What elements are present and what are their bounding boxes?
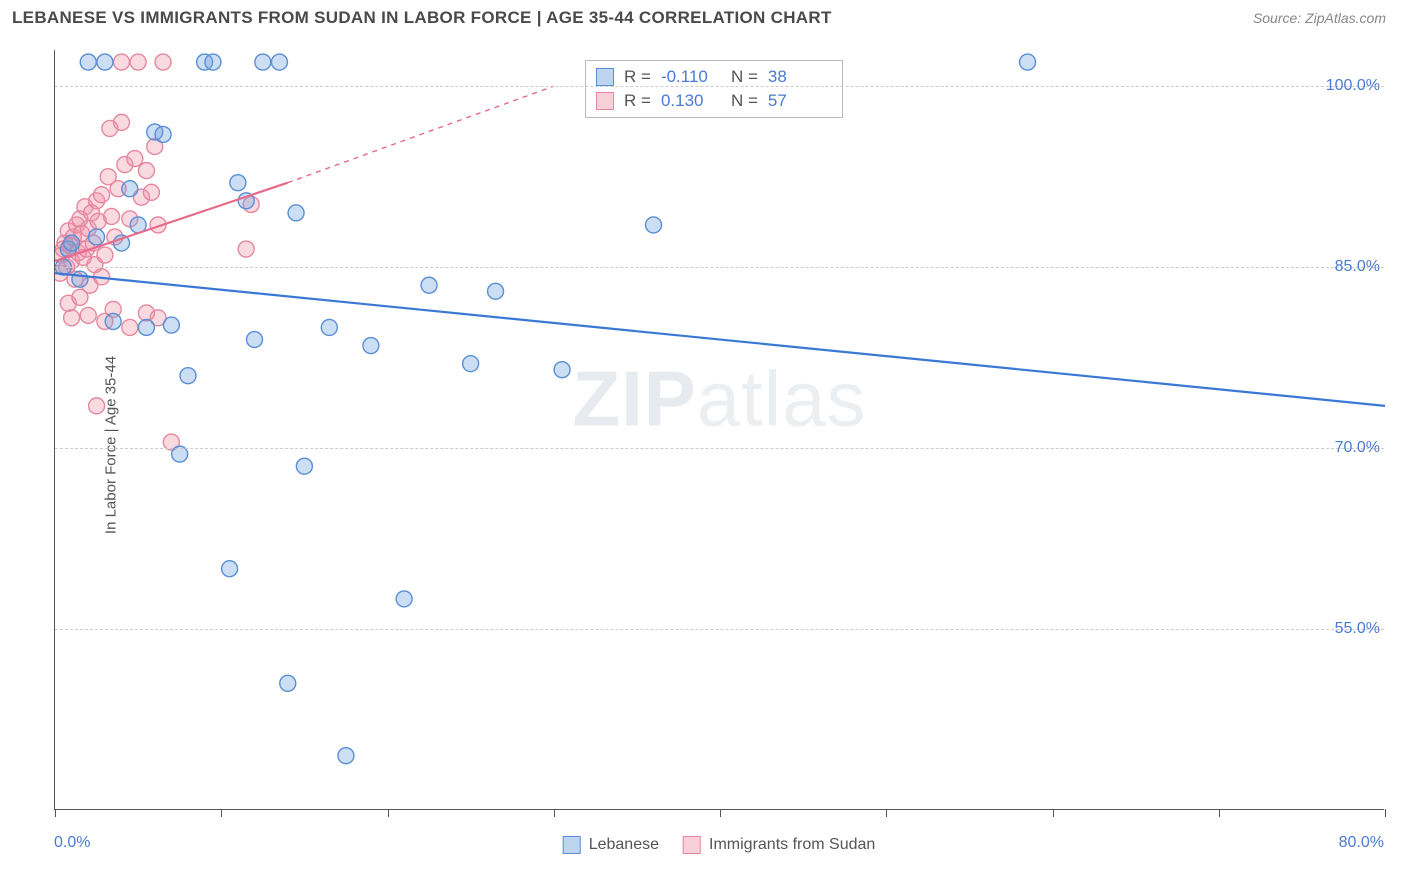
legend-item-a: Lebanese xyxy=(563,836,659,854)
legend-label-a: Lebanese xyxy=(589,836,659,854)
x-tick xyxy=(55,809,56,817)
stat-r-value-b: 0.130 xyxy=(661,91,721,111)
x-tick xyxy=(886,809,887,817)
x-min-label: 0.0% xyxy=(54,834,90,852)
y-tick-label: 70.0% xyxy=(1335,439,1380,457)
x-tick xyxy=(720,809,721,817)
chart-area: In Labor Force | Age 35-44 ZIPatlas R = … xyxy=(44,40,1394,850)
gridline-h xyxy=(55,267,1384,268)
stat-n-label-b: N = xyxy=(731,91,758,111)
x-tick xyxy=(221,809,222,817)
stat-r-label-a: R = xyxy=(624,67,651,87)
x-tick xyxy=(554,809,555,817)
x-tick xyxy=(1219,809,1220,817)
gridline-h xyxy=(55,86,1384,87)
legend-swatch-pink-icon xyxy=(683,836,701,854)
x-tick xyxy=(388,809,389,817)
legend-label-b: Immigrants from Sudan xyxy=(709,836,875,854)
x-tick xyxy=(1385,809,1386,817)
x-max-label: 80.0% xyxy=(1339,834,1384,852)
stat-r-label-b: R = xyxy=(624,91,651,111)
y-tick-label: 85.0% xyxy=(1335,258,1380,276)
chart-source: Source: ZipAtlas.com xyxy=(1253,10,1386,26)
swatch-pink-icon xyxy=(596,92,614,110)
stat-n-value-b: 57 xyxy=(768,91,828,111)
stat-n-label-a: N = xyxy=(731,67,758,87)
stats-box: R = -0.110 N = 38 R = 0.130 N = 57 xyxy=(585,60,843,118)
stat-r-value-a: -0.110 xyxy=(661,67,721,87)
gridline-h xyxy=(55,448,1384,449)
stat-n-value-a: 38 xyxy=(768,67,828,87)
y-tick-label: 55.0% xyxy=(1335,620,1380,638)
y-tick-label: 100.0% xyxy=(1326,77,1380,95)
x-tick xyxy=(1053,809,1054,817)
legend-swatch-blue-icon xyxy=(563,836,581,854)
swatch-blue-icon xyxy=(596,68,614,86)
legend: Lebanese Immigrants from Sudan xyxy=(563,836,876,854)
legend-item-b: Immigrants from Sudan xyxy=(683,836,875,854)
plot-region: ZIPatlas R = -0.110 N = 38 R = 0.130 N =… xyxy=(54,50,1384,810)
plot-svg xyxy=(55,50,1385,810)
chart-title: LEBANESE VS IMMIGRANTS FROM SUDAN IN LAB… xyxy=(12,8,832,28)
chart-header: LEBANESE VS IMMIGRANTS FROM SUDAN IN LAB… xyxy=(0,0,1406,32)
stats-row-b: R = 0.130 N = 57 xyxy=(596,89,828,113)
gridline-h xyxy=(55,629,1384,630)
